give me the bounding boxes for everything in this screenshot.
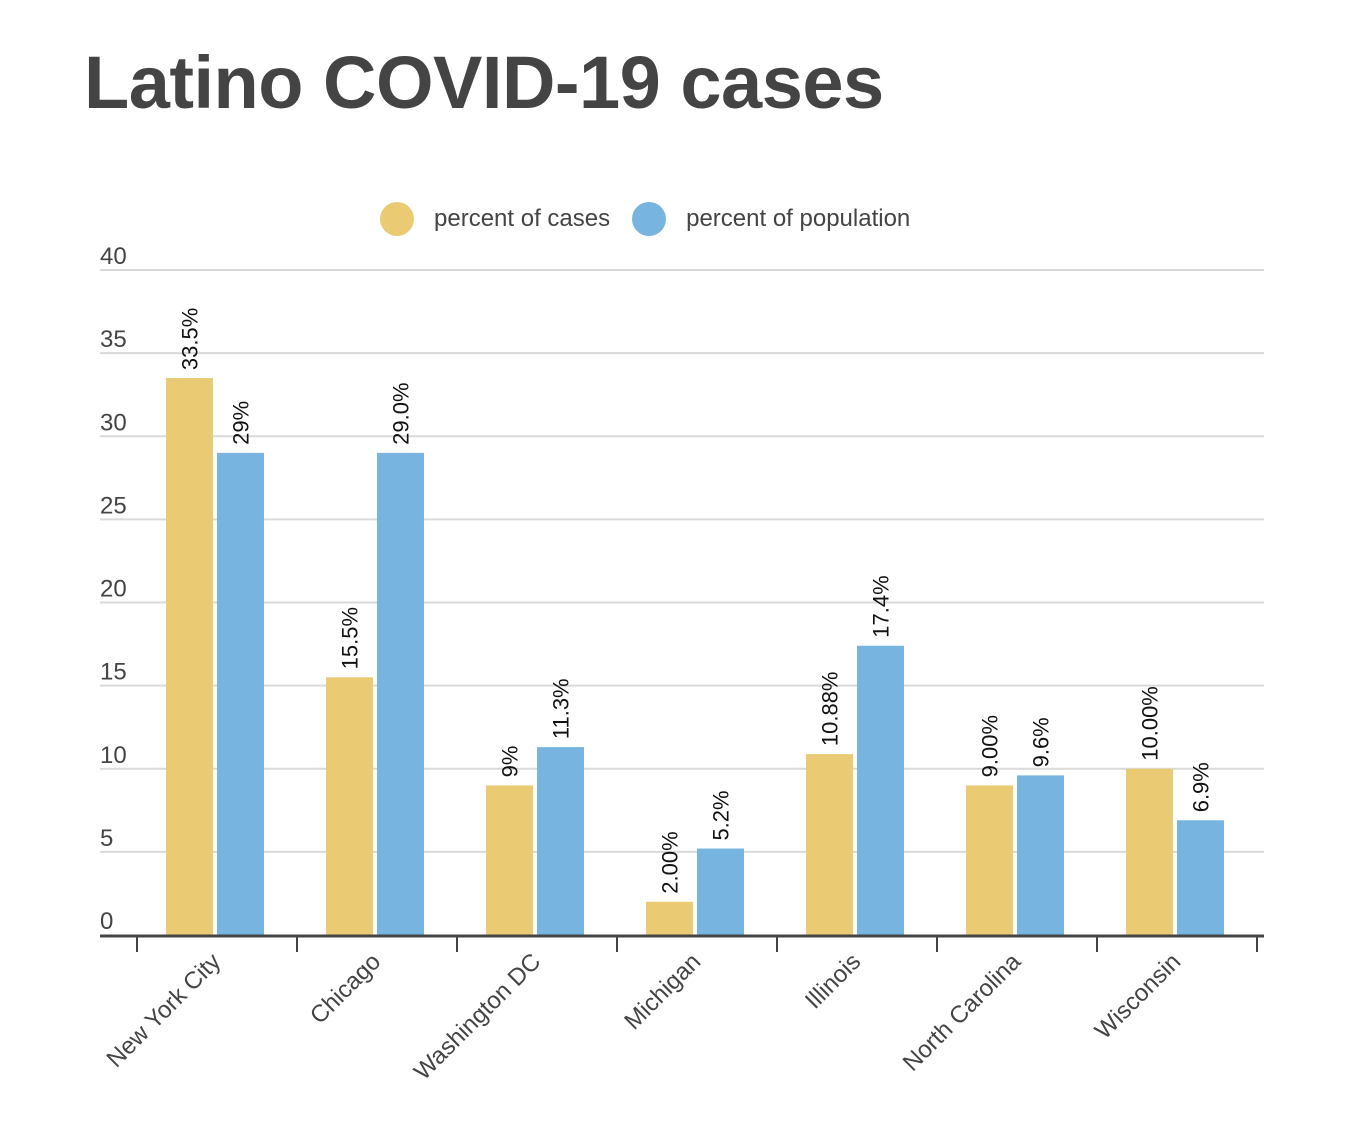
data-label: 2.00% <box>658 831 683 893</box>
data-label: 5.2% <box>709 790 734 840</box>
bar <box>377 452 424 935</box>
bar <box>697 848 744 935</box>
y-tick-label: 15 <box>100 659 127 686</box>
legend-label-cases: percent of cases <box>434 205 611 232</box>
data-label: 29.0% <box>389 382 414 444</box>
legend-swatch-cases <box>380 202 414 236</box>
bar <box>537 747 584 935</box>
x-tick-label: Chicago <box>305 948 386 1029</box>
x-tick-label: Wisconsin <box>1090 948 1186 1044</box>
bar <box>806 754 853 935</box>
bar <box>486 785 533 935</box>
bar <box>166 378 213 935</box>
chart-title: Latino COVID-19 cases <box>84 41 884 124</box>
x-tick-label: Michigan <box>619 948 706 1035</box>
y-tick-label: 35 <box>100 326 127 353</box>
bar <box>1177 820 1224 935</box>
bar <box>966 785 1013 935</box>
legend-label-population: percent of population <box>686 205 911 232</box>
data-label: 9.00% <box>978 715 1003 777</box>
bar <box>326 677 373 935</box>
bar <box>646 901 693 935</box>
data-label: 10.88% <box>818 671 843 746</box>
data-label: 17.4% <box>869 575 894 637</box>
data-label: 15.5% <box>338 607 363 669</box>
x-tick-label: Illinois <box>800 948 866 1014</box>
legend-item-population: percent of population <box>632 202 910 236</box>
x-tick-label: Washington DC <box>409 948 546 1085</box>
bar <box>1017 775 1064 935</box>
legend-item-cases: percent of cases <box>380 202 610 236</box>
data-label: 10.00% <box>1138 686 1163 761</box>
y-tick-label: 40 <box>100 243 127 270</box>
bar <box>1126 768 1173 935</box>
data-label: 9.6% <box>1029 717 1054 767</box>
y-tick-label: 0 <box>100 908 113 935</box>
y-tick-label: 10 <box>100 742 127 769</box>
x-tick-label: North Carolina <box>898 948 1027 1077</box>
y-tick-label: 5 <box>100 825 113 852</box>
bar <box>217 452 264 935</box>
legend-swatch-population <box>632 202 667 236</box>
data-label: 29% <box>229 401 254 445</box>
legend: percent of cases percent of population <box>380 202 932 236</box>
data-label: 33.5% <box>178 308 203 370</box>
bar <box>857 645 904 935</box>
x-tick-label: New York City <box>102 948 227 1073</box>
y-tick-label: 25 <box>100 492 127 519</box>
data-label: 9% <box>498 746 523 778</box>
data-label: 11.3% <box>549 678 574 739</box>
y-tick-label: 30 <box>100 409 127 436</box>
y-tick-label: 20 <box>100 576 127 603</box>
data-label: 6.9% <box>1189 762 1214 812</box>
